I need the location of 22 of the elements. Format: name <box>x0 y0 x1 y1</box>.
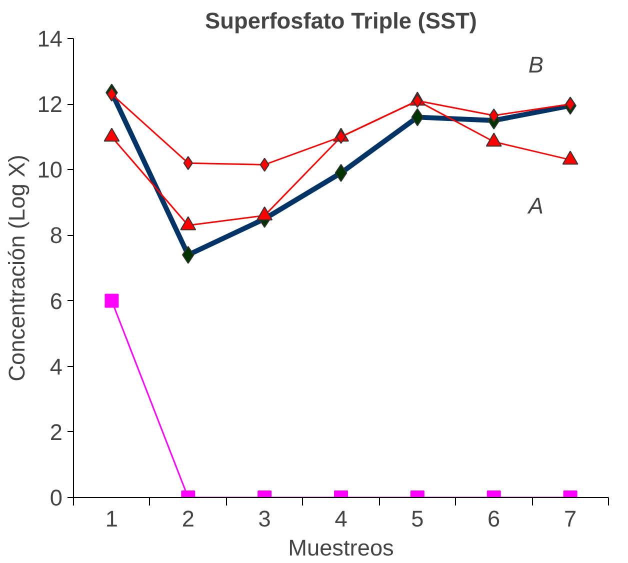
x-tick-label: 3 <box>258 506 271 532</box>
y-axis-title: Concentración (Log X) <box>3 154 30 382</box>
y-tick-label: 6 <box>50 288 63 314</box>
y-tick-label: 8 <box>50 222 63 248</box>
x-axis-title: Muestreos <box>288 534 394 560</box>
x-tick-label: 5 <box>411 506 424 532</box>
y-tick-label: 0 <box>50 484 63 510</box>
x-tick-label: 1 <box>105 506 118 532</box>
y-tick-label: 14 <box>37 26 62 52</box>
point <box>565 97 576 112</box>
x-tick-label: 2 <box>182 506 194 532</box>
y-tick-label: 2 <box>50 418 63 445</box>
annotation: B <box>528 52 544 78</box>
x-tick-label: 7 <box>564 506 577 532</box>
x-tick-label: 6 <box>488 506 500 532</box>
y-tick-label: 4 <box>50 353 63 380</box>
x-tick-label: 4 <box>334 506 348 532</box>
annotation: A <box>526 192 544 219</box>
point <box>106 87 117 102</box>
y-tick-label: 10 <box>37 156 62 183</box>
y-tick-label: 12 <box>37 91 62 118</box>
chart-title: Superfosfato Triple (SST) <box>205 8 477 34</box>
